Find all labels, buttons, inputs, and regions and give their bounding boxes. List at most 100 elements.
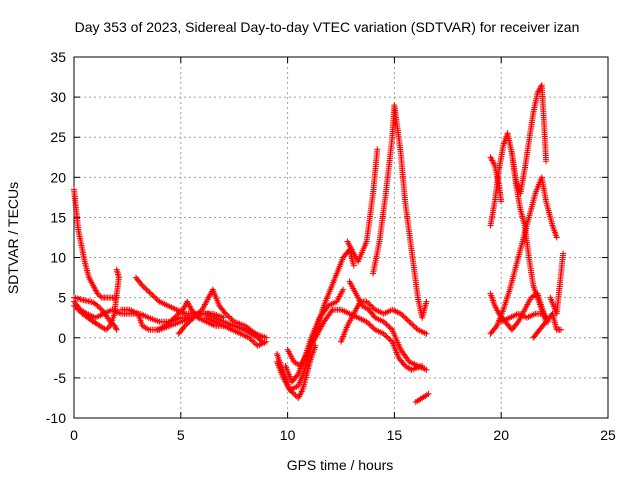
data-point xyxy=(363,318,370,325)
data-point xyxy=(399,312,406,319)
data-point xyxy=(366,301,373,308)
data-point xyxy=(140,283,147,290)
data-point xyxy=(365,300,372,307)
y-tick-label: 5 xyxy=(58,290,66,306)
data-point xyxy=(370,325,377,332)
data-point xyxy=(95,321,102,328)
data-point xyxy=(172,313,179,320)
data-point xyxy=(162,322,169,329)
data-point xyxy=(145,287,152,294)
data-point xyxy=(249,337,255,344)
data-series-track-20 xyxy=(487,154,505,205)
data-point xyxy=(370,305,377,312)
data-point xyxy=(169,316,176,323)
data-point xyxy=(384,334,391,341)
data-point xyxy=(409,321,416,328)
data-point xyxy=(410,322,417,329)
data-point xyxy=(222,310,229,317)
y-tick-label: 10 xyxy=(50,250,66,266)
data-point xyxy=(183,321,190,328)
data-point xyxy=(384,322,391,329)
data-point xyxy=(113,325,120,332)
axis-ticks: -10 -5 0 5 10 15 20 25 30 35 0 5 10 15 20 25 xyxy=(46,49,616,443)
data-point xyxy=(164,321,171,328)
data-point xyxy=(367,302,374,309)
data-point xyxy=(190,314,197,321)
data-point xyxy=(350,262,357,269)
data-point xyxy=(226,314,233,321)
data-point xyxy=(492,324,499,331)
data-series-track-18 xyxy=(412,390,432,405)
data-point xyxy=(403,316,410,323)
y-tick-label: 20 xyxy=(50,169,66,185)
data-point xyxy=(397,310,404,317)
data-point xyxy=(95,291,102,298)
data-point xyxy=(400,313,407,320)
data-point xyxy=(153,296,160,303)
plot-frame xyxy=(73,56,609,419)
y-axis-label: SDTVAR / TECUs xyxy=(5,182,21,294)
data-point xyxy=(177,309,184,316)
data-point xyxy=(246,334,253,341)
data-point xyxy=(192,313,199,320)
data-point xyxy=(228,316,235,323)
data-point xyxy=(197,308,204,315)
data-point xyxy=(225,313,232,320)
data-series-track-08 xyxy=(175,286,265,345)
data-point xyxy=(251,340,258,347)
data-point xyxy=(224,312,231,319)
x-tick-label: 10 xyxy=(280,427,296,443)
data-point xyxy=(150,293,157,300)
data-point xyxy=(152,294,159,301)
data-point xyxy=(413,325,420,332)
data-point xyxy=(97,293,104,300)
data-point xyxy=(366,321,373,328)
data-point xyxy=(380,318,387,325)
data-point xyxy=(168,317,175,324)
data-point xyxy=(104,325,111,332)
data-point xyxy=(155,297,162,304)
data-series-track-13 xyxy=(284,306,426,373)
data-point xyxy=(369,324,376,331)
data-series-track-09 xyxy=(203,314,270,349)
data-point xyxy=(184,320,191,327)
data-point xyxy=(171,314,178,321)
data-point xyxy=(247,336,254,343)
data-point xyxy=(94,290,101,297)
data-series-track-14 xyxy=(344,146,381,265)
data-point xyxy=(380,330,387,337)
data-point xyxy=(174,312,181,319)
data-point xyxy=(187,317,194,324)
data-point xyxy=(498,198,505,205)
data-point xyxy=(374,146,381,153)
data-point xyxy=(514,320,521,327)
data-point xyxy=(165,320,172,327)
data-point xyxy=(95,304,102,311)
y-tick-label: 35 xyxy=(50,49,66,65)
data-point xyxy=(369,304,376,311)
data-point xyxy=(406,318,413,325)
data-point xyxy=(412,324,419,331)
data-point xyxy=(387,325,394,332)
data-point xyxy=(291,390,298,397)
data-point xyxy=(365,320,372,327)
data-series-track-15 xyxy=(346,278,430,373)
data-point xyxy=(543,158,550,165)
data-point xyxy=(186,318,193,325)
data-point xyxy=(103,326,110,333)
data-point xyxy=(383,333,390,340)
data-point xyxy=(423,366,430,373)
y-tick-label: 0 xyxy=(58,330,66,346)
data-point xyxy=(382,332,389,339)
data-point xyxy=(382,320,389,327)
x-tick-label: 0 xyxy=(70,427,78,443)
x-axis-label: GPS time / hours xyxy=(287,457,394,473)
data-point xyxy=(363,298,370,305)
y-tick-label: -5 xyxy=(54,370,67,386)
data-point xyxy=(402,314,409,321)
data-point xyxy=(558,326,565,333)
data-point xyxy=(193,312,200,319)
x-tick-label: 15 xyxy=(387,427,403,443)
data-point xyxy=(404,317,411,324)
